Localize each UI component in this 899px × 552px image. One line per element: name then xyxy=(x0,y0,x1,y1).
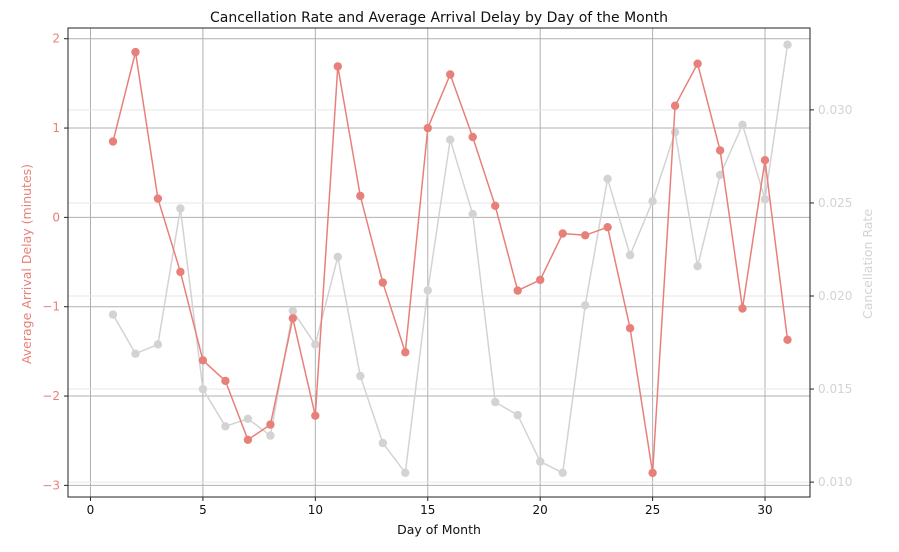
cancellation-data-point xyxy=(221,422,230,431)
cancellation-data-point xyxy=(625,250,635,260)
delay-data-point xyxy=(153,194,163,203)
delay-data-point xyxy=(446,70,455,79)
cancellation-data-point xyxy=(783,40,792,49)
cancellation-data-point xyxy=(108,310,118,319)
cancellation-data-point xyxy=(715,170,725,180)
delay-data-point xyxy=(311,411,320,420)
cancellation-data-point xyxy=(603,174,612,183)
grid xyxy=(68,28,810,497)
delay-data-point xyxy=(603,223,612,232)
delay-data-point xyxy=(356,191,365,201)
delay-data-point xyxy=(648,468,657,478)
delay-data-point xyxy=(176,267,185,277)
delay-data-point xyxy=(401,348,410,357)
delay-data-point xyxy=(266,420,275,429)
cancellation-data-point xyxy=(198,384,208,394)
delay-data-point xyxy=(715,146,725,155)
delay-data-point xyxy=(423,123,432,133)
cancellation-data-point xyxy=(423,286,432,295)
cancellation-data-point xyxy=(760,195,770,204)
y-left-tick-label: −3 xyxy=(42,478,60,492)
delay-data-point xyxy=(558,229,567,238)
delay-data-point xyxy=(333,62,342,71)
delay-series-line xyxy=(112,51,789,474)
x-tick-label: 5 xyxy=(199,503,207,517)
cancellation-data-point xyxy=(738,120,747,129)
delay-data-point xyxy=(288,314,297,323)
cancellation-data-point xyxy=(378,438,387,448)
cancellation-data-point xyxy=(401,468,410,477)
delay-data-point xyxy=(378,278,387,287)
delay-data-point xyxy=(198,356,208,365)
cancellation-data-point xyxy=(648,196,657,206)
y-right-tick-label: 0.030 xyxy=(818,103,852,117)
delay-data-point xyxy=(108,137,118,146)
y-right-tick-label: 0.020 xyxy=(818,289,852,303)
cancellation-data-point xyxy=(311,340,320,349)
y-right-tick-label: 0.010 xyxy=(818,475,852,489)
cancellation-data-point xyxy=(558,468,567,477)
series-layer xyxy=(108,40,792,478)
delay-data-point xyxy=(625,324,635,333)
y-right-tick-label: 0.015 xyxy=(818,382,852,396)
x-axis-title: Day of Month xyxy=(397,522,481,537)
y-right-tick-label: 0.025 xyxy=(818,196,852,210)
cancellation-data-point xyxy=(536,457,545,466)
x-tick-label: 10 xyxy=(308,503,323,517)
delay-data-point xyxy=(693,59,702,68)
cancellation-data-point xyxy=(176,204,185,213)
y-left-tick-label: −2 xyxy=(42,389,60,403)
x-tick-label: 15 xyxy=(420,503,435,517)
delay-data-point xyxy=(536,275,545,285)
cancellation-data-point xyxy=(243,414,253,423)
cancellation-data-point xyxy=(288,306,297,316)
x-tick-label: 25 xyxy=(645,503,660,517)
y-left-tick-label: 0 xyxy=(52,210,60,224)
cancellation-data-point xyxy=(356,371,365,381)
delay-data-point xyxy=(243,435,253,444)
delay-data-point xyxy=(131,47,140,57)
y-left-tick-label: 1 xyxy=(52,121,60,135)
x-tick-label: 20 xyxy=(533,503,548,517)
cancellation-data-point xyxy=(693,262,702,271)
delay-data-point xyxy=(670,101,680,110)
delay-data-point xyxy=(738,304,747,313)
y-left-axis-title: Average Arrival Delay (minutes) xyxy=(19,164,34,364)
delay-data-point xyxy=(221,376,230,386)
x-tick-label: 30 xyxy=(757,503,772,517)
cancellation-data-point xyxy=(333,252,342,262)
delay-data-point xyxy=(581,231,590,240)
cancellation-data-point xyxy=(491,397,500,407)
cancellation-data-point xyxy=(153,340,163,349)
x-tick-label: 0 xyxy=(87,503,95,517)
cancellation-data-point xyxy=(670,128,680,137)
y-left-tick-label: 2 xyxy=(52,32,60,46)
delay-data-point xyxy=(468,132,477,142)
delay-data-point xyxy=(491,201,500,210)
delay-data-point xyxy=(783,335,792,344)
plot-frame xyxy=(67,27,811,498)
cancellation-series-line xyxy=(112,44,789,475)
cancellation-data-point xyxy=(446,135,455,144)
delay-data-point xyxy=(513,286,522,295)
cancellation-data-point xyxy=(581,301,590,310)
cancellation-data-point xyxy=(131,349,140,358)
ticks-layer: 0 5 10 15 20 25 30 −3 −2 −1 0 1 2 0.010 0.015 0.020 0.02… xyxy=(42,32,852,517)
cancellation-data-point xyxy=(266,431,275,440)
cancellation-data-point xyxy=(468,209,477,219)
cancellation-data-point xyxy=(513,410,522,420)
y-right-axis-title: Cancellation Rate xyxy=(860,209,875,319)
chart-title: Cancellation Rate and Average Arrival De… xyxy=(210,10,668,26)
delay-data-point xyxy=(760,156,770,165)
y-left-tick-label: −1 xyxy=(42,300,60,314)
